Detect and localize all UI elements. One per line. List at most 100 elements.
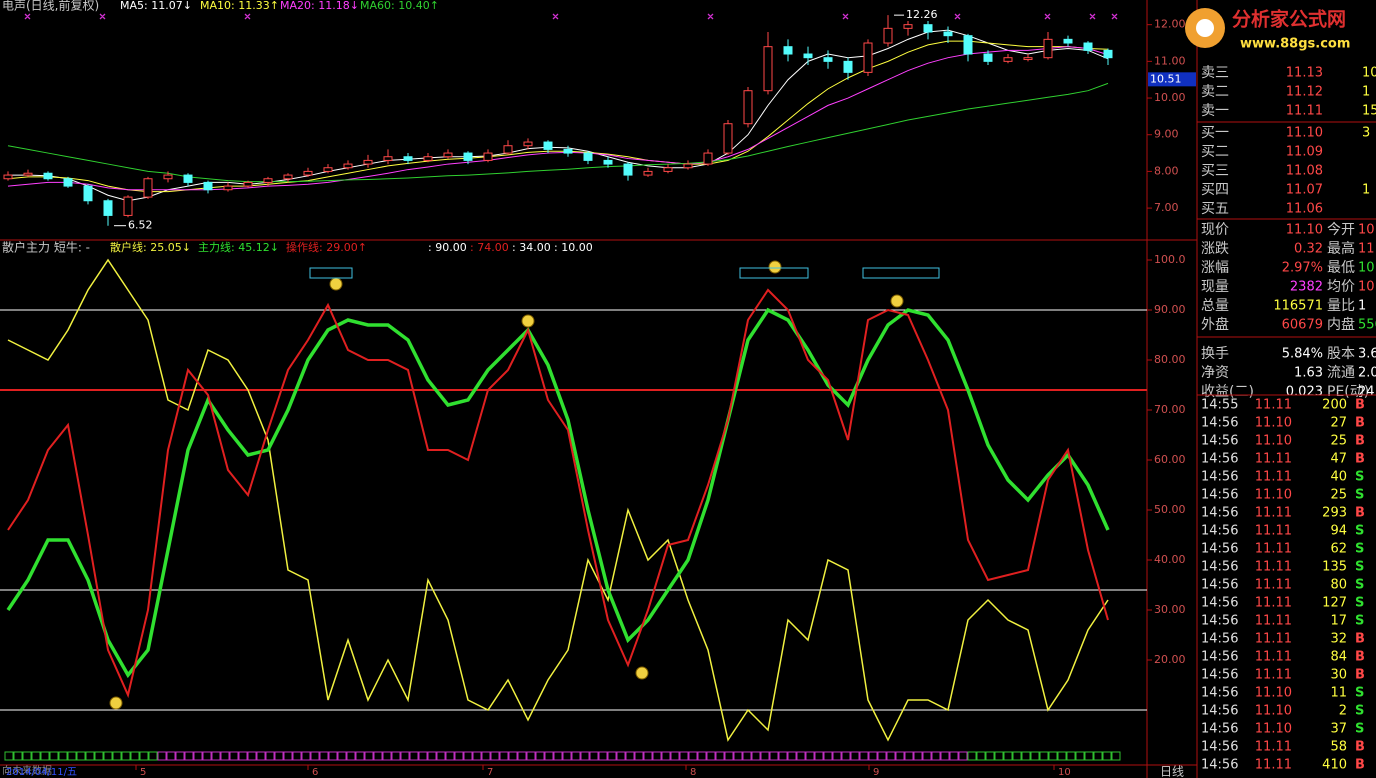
row-extra: 24 xyxy=(1358,385,1375,400)
trade-price: 11.10 xyxy=(1255,722,1292,737)
candle-body xyxy=(163,174,173,180)
trade-side: B xyxy=(1355,632,1365,647)
candle-body xyxy=(703,152,713,165)
trade-volume: 84 xyxy=(1330,650,1347,665)
row-label: 流通 xyxy=(1327,365,1355,381)
ma-legend: MA60: 10.40↑ xyxy=(360,0,439,12)
row-value: 11.12 xyxy=(1286,85,1323,100)
trade-side: S xyxy=(1355,614,1364,629)
volume-tick xyxy=(409,751,419,761)
trade-time: 14:56 xyxy=(1201,632,1238,647)
candle-body xyxy=(23,172,33,176)
smiley-icon xyxy=(890,294,904,308)
y-tick-label: 8.00 xyxy=(1154,164,1179,177)
volume-tick xyxy=(742,751,752,761)
trade-volume: 127 xyxy=(1322,596,1347,611)
candle-body xyxy=(43,172,53,180)
candle-body xyxy=(663,167,673,172)
volume-tick xyxy=(148,751,158,761)
volume-tick xyxy=(571,751,581,761)
volume-tick xyxy=(400,751,410,761)
volume-tick xyxy=(841,751,851,761)
volume-tick xyxy=(814,751,824,761)
candle-body xyxy=(143,178,153,198)
trade-price: 11.11 xyxy=(1255,650,1292,665)
row-extra: 3.60 xyxy=(1358,347,1376,362)
trade-volume: 62 xyxy=(1330,542,1347,557)
ma-legend: MA20: 11.18↓ xyxy=(280,0,359,12)
row-label: 买三 xyxy=(1201,163,1229,179)
volume-tick xyxy=(931,751,941,761)
volume-tick xyxy=(391,751,401,761)
row-label: 买五 xyxy=(1201,201,1229,217)
volume-tick xyxy=(211,751,221,761)
candle-body xyxy=(223,185,233,191)
volume-tick xyxy=(49,751,59,761)
candle-body xyxy=(583,152,593,161)
current-price-label: 10.51 xyxy=(1150,72,1182,85)
trade-volume: 27 xyxy=(1330,416,1347,431)
row-value: 0.023 xyxy=(1286,385,1323,400)
row-value: 1.63 xyxy=(1294,366,1323,381)
volume-tick xyxy=(121,751,131,761)
trade-time: 14:56 xyxy=(1201,722,1238,737)
volume-tick xyxy=(1075,751,1085,761)
row-extra: 11 xyxy=(1358,242,1375,257)
logo-icon xyxy=(1196,19,1214,37)
trade-volume: 37 xyxy=(1330,722,1347,737)
trade-time: 14:56 xyxy=(1201,416,1238,431)
trade-time: 14:56 xyxy=(1201,542,1238,557)
volume-tick xyxy=(670,751,680,761)
volume-tick xyxy=(256,751,266,761)
indicator-legend: 主力线: 45.12↓ xyxy=(198,240,279,254)
volume-tick xyxy=(139,751,149,761)
volume-tick xyxy=(508,751,518,761)
volume-tick xyxy=(418,751,428,761)
volume-tick xyxy=(850,751,860,761)
row-label: 收益(二) xyxy=(1201,384,1254,400)
row-value: 11.10 xyxy=(1286,223,1323,238)
low-annotation: 6.52 xyxy=(128,219,153,232)
volume-tick xyxy=(904,751,914,761)
trade-side: S xyxy=(1355,488,1364,503)
volume-tick xyxy=(859,751,869,761)
signal-box xyxy=(309,267,353,279)
period-label: 日线 xyxy=(1160,765,1184,778)
volume-tick xyxy=(229,751,239,761)
trade-volume: 200 xyxy=(1322,398,1347,413)
candle-body xyxy=(603,159,613,165)
trade-price: 11.11 xyxy=(1255,614,1292,629)
y-tick-label: 100.0 xyxy=(1154,253,1186,266)
candle-body xyxy=(763,46,773,92)
smiley-icon xyxy=(635,666,649,680)
trade-time: 14:56 xyxy=(1201,452,1238,467)
y-tick-label: 10.00 xyxy=(1154,91,1186,104)
candle-body xyxy=(63,178,73,187)
volume-tick xyxy=(553,751,563,761)
candle-body xyxy=(743,90,753,125)
ma-legend: MA10: 11.33↑ xyxy=(200,0,279,12)
indicator-line xyxy=(7,288,1109,699)
row-label: 涨幅 xyxy=(1201,260,1229,276)
volume-tick xyxy=(112,751,122,761)
row-extra: 15 xyxy=(1362,104,1376,119)
y-tick-label: 12.00 xyxy=(1154,18,1186,31)
volume-tick xyxy=(715,751,725,761)
volume-tick xyxy=(76,751,86,761)
candle-body xyxy=(183,174,193,183)
candle-body xyxy=(283,174,293,180)
row-label: 内盘 xyxy=(1327,316,1355,333)
volume-tick xyxy=(994,751,1004,761)
volume-tick xyxy=(184,751,194,761)
volume-tick xyxy=(31,751,41,761)
row-extra: 10 xyxy=(1358,261,1375,276)
volume-tick xyxy=(130,751,140,761)
candle-body xyxy=(303,170,313,176)
candle-body xyxy=(423,156,433,161)
ma-line xyxy=(7,46,1109,191)
candle-body xyxy=(523,141,533,147)
date-start: 2014/04/11/五 xyxy=(6,767,77,778)
trade-price: 11.11 xyxy=(1255,398,1292,413)
volume-tick xyxy=(544,751,554,761)
trade-volume: 293 xyxy=(1322,506,1347,521)
